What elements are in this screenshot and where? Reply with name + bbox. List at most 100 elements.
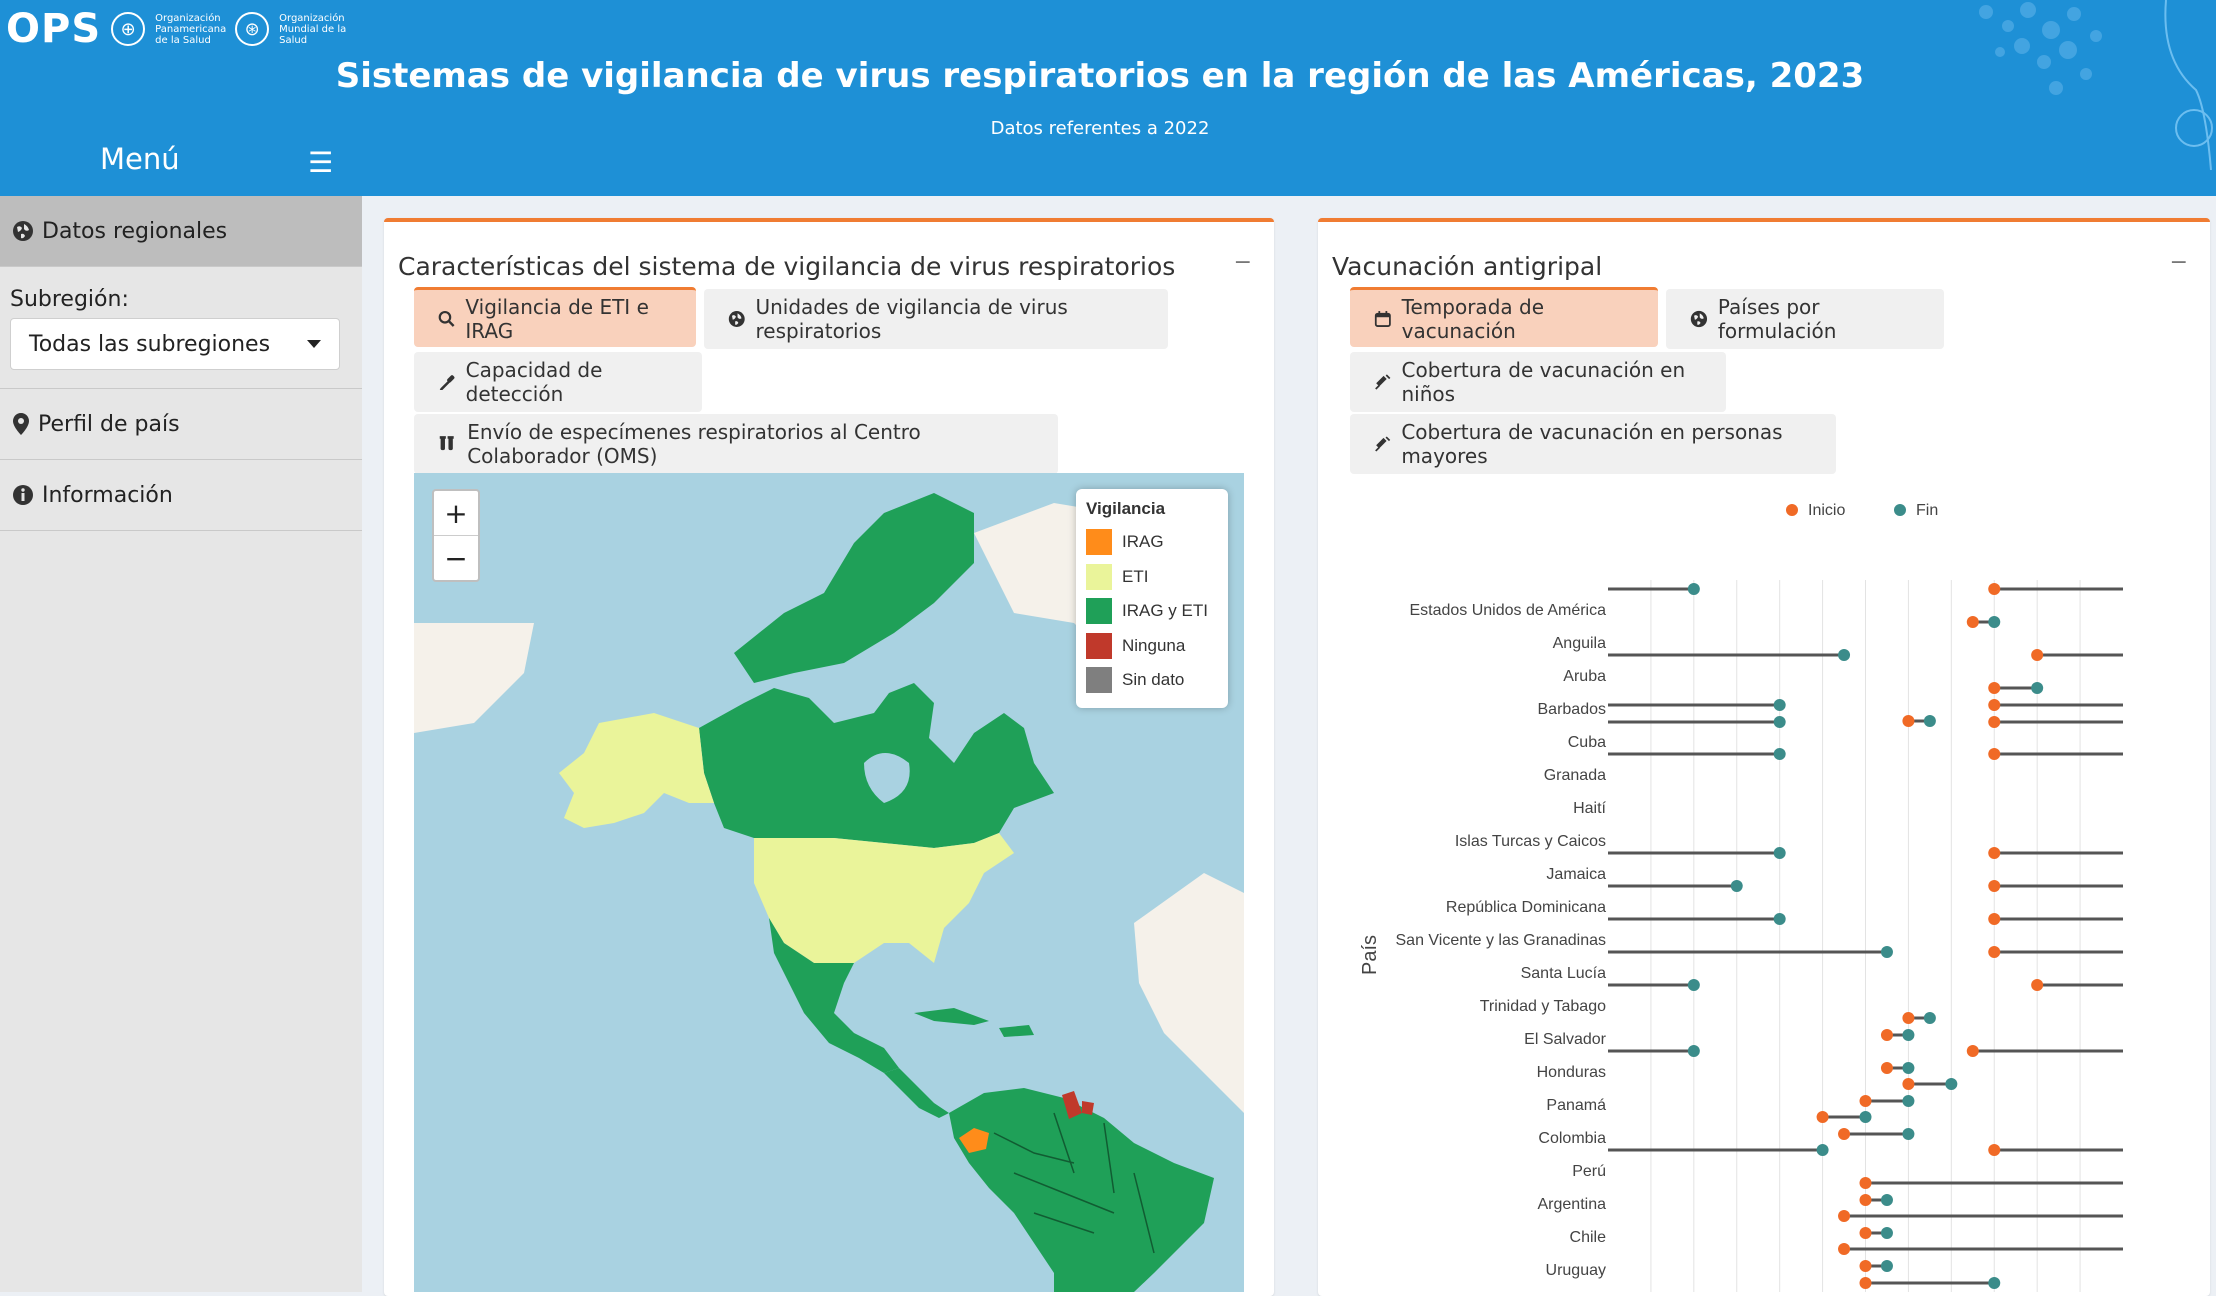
- legend-label: Inicio: [1808, 502, 1845, 519]
- sidebar-item-perfil-de-pais[interactable]: Perfil de país: [0, 388, 362, 460]
- start-point: [1859, 1260, 1872, 1272]
- end-point: [1923, 715, 1936, 727]
- syringe-icon: [1375, 374, 1391, 390]
- start-point: [2031, 649, 2044, 661]
- end-point: [1859, 1111, 1872, 1123]
- region-mexico: [769, 918, 899, 1073]
- tab-temporada-vacunacion[interactable]: Temporada de vacunación: [1350, 287, 1658, 347]
- y-tick-label: Santa Lucía: [1521, 965, 1607, 982]
- zoom-out-button[interactable]: −: [434, 535, 478, 580]
- chevron-down-icon: [307, 340, 321, 348]
- y-tick-label: República Dominicana: [1446, 899, 1606, 916]
- collapse-icon[interactable]: −: [2169, 250, 2188, 275]
- legend-dot: [1786, 504, 1798, 516]
- surveillance-map[interactable]: + − Vigilancia IRAG ETI IRAG y ETI Ningu…: [414, 473, 1244, 1292]
- start-point: [1966, 1045, 1979, 1057]
- zoom-in-button[interactable]: +: [444, 496, 468, 530]
- start-point: [1988, 880, 2001, 892]
- tab-capacidad-deteccion[interactable]: Capacidad de detección: [414, 352, 702, 412]
- legend-swatch: [1086, 667, 1112, 694]
- vials-icon: [439, 436, 454, 451]
- end-point: [1838, 649, 1851, 661]
- start-point: [1859, 1277, 1872, 1289]
- start-point: [1859, 1177, 1872, 1189]
- legend-label: Fin: [1916, 502, 1938, 519]
- start-point: [1988, 946, 2001, 958]
- tab-vigilancia-eti-irag[interactable]: Vigilancia de ETI e IRAG: [414, 287, 696, 347]
- collapse-icon[interactable]: −: [1233, 250, 1252, 275]
- globe-icon: [13, 221, 33, 241]
- tab-cobertura-mayores[interactable]: Cobertura de vacunación en personas mayo…: [1350, 414, 1836, 474]
- sidebar-item-informacion[interactable]: Información: [0, 460, 362, 531]
- region-guyana: [1062, 1091, 1082, 1119]
- paho-emblem-icon: ⊕: [111, 12, 146, 46]
- subregion-select-value: Todas las subregiones: [29, 331, 271, 357]
- start-point: [1859, 1095, 1872, 1107]
- end-point: [1880, 1260, 1893, 1272]
- start-point: [1988, 1144, 2001, 1156]
- start-point: [1988, 748, 2001, 760]
- region-arctic-islands: [734, 493, 974, 683]
- subregion-select[interactable]: Todas las subregiones: [10, 318, 340, 370]
- region-cuba: [914, 1008, 989, 1025]
- sidebar-item-label: Información: [42, 482, 173, 508]
- surveillance-box-title: Características del sistema de vigilanci…: [398, 252, 1176, 281]
- start-point: [1988, 699, 2001, 711]
- virus-decoration-icon: [1979, 0, 2213, 170]
- vaccination-season-chart: Inicio Fin País Estados Unidos de América An…: [1359, 502, 2123, 1292]
- y-tick-label: Estados Unidos de América: [1409, 602, 1606, 619]
- region-alaska: [559, 713, 714, 828]
- end-point: [1773, 748, 1786, 760]
- end-point: [1880, 1227, 1893, 1239]
- legend-label: IRAG y ETI: [1122, 601, 1208, 621]
- y-tick-label: San Vicente y las Granadinas: [1396, 932, 1607, 949]
- start-point: [1838, 1128, 1851, 1140]
- y-tick-label: Anguila: [1553, 635, 1606, 652]
- end-point: [1902, 1128, 1915, 1140]
- tab-label: Cobertura de vacunación en niños: [1401, 358, 1686, 406]
- subregion-label: Subregión:: [10, 287, 129, 312]
- end-point: [1816, 1144, 1829, 1156]
- tab-label: Envío de especímenes respiratorios al Ce…: [467, 420, 921, 468]
- y-tick-label: Uruguay: [1546, 1262, 1606, 1279]
- legend-label: Sin dato: [1122, 670, 1185, 690]
- y-tick-label: Haití: [1573, 800, 1606, 817]
- search-icon: [438, 310, 455, 327]
- tab-paises-formulacion[interactable]: Países por formulación: [1666, 289, 1944, 349]
- tab-envio-especimenes[interactable]: Envío de especímenes respiratorios al Ce…: [414, 414, 1058, 474]
- start-point: [1988, 913, 2001, 925]
- start-point: [1988, 716, 2001, 728]
- end-point: [1902, 1095, 1915, 1107]
- end-point: [1880, 946, 1893, 958]
- map-pin-icon: [13, 413, 29, 435]
- start-point: [1816, 1111, 1829, 1123]
- start-point: [1838, 1210, 1851, 1222]
- end-point: [1730, 880, 1743, 892]
- vaccination-box-title: Vacunación antigripal: [1332, 252, 1603, 281]
- hamburger-menu-icon[interactable]: ☰: [308, 146, 334, 179]
- globe-icon: [728, 311, 745, 327]
- start-point: [1880, 1062, 1893, 1074]
- tab-unidades-vigilancia[interactable]: Unidades de vigilancia de virus respirat…: [704, 289, 1168, 349]
- region-usa: [754, 833, 1014, 963]
- y-tick-label: El Salvador: [1524, 1031, 1606, 1048]
- region-central-america: [884, 1068, 949, 1118]
- region-french-guiana: [1082, 1101, 1094, 1115]
- tab-label: Países por formulación: [1717, 295, 1837, 343]
- legend-item-irag-eti: IRAG y ETI: [1086, 594, 1218, 629]
- legend-item-sin-dato: Sin dato: [1086, 663, 1218, 698]
- start-point: [1902, 1012, 1915, 1024]
- tab-label: Unidades de vigilancia de virus respirat…: [755, 295, 1068, 343]
- land-asia-russia: [414, 623, 534, 733]
- y-tick-label: Aruba: [1563, 668, 1606, 685]
- legend-dot: [1894, 504, 1906, 516]
- y-tick-label: Barbados: [1538, 701, 1607, 718]
- end-point: [1988, 616, 2001, 628]
- y-tick-label: Panamá: [1546, 1097, 1606, 1114]
- tab-cobertura-ninos[interactable]: Cobertura de vacunación en niños: [1350, 352, 1726, 412]
- info-icon: [13, 485, 33, 505]
- sidebar-item-datos-regionales[interactable]: Datos regionales: [0, 196, 362, 267]
- end-point: [1945, 1078, 1958, 1090]
- legend-label: Ninguna: [1122, 635, 1186, 655]
- page-subtitle: Datos referentes a 2022: [990, 118, 1210, 139]
